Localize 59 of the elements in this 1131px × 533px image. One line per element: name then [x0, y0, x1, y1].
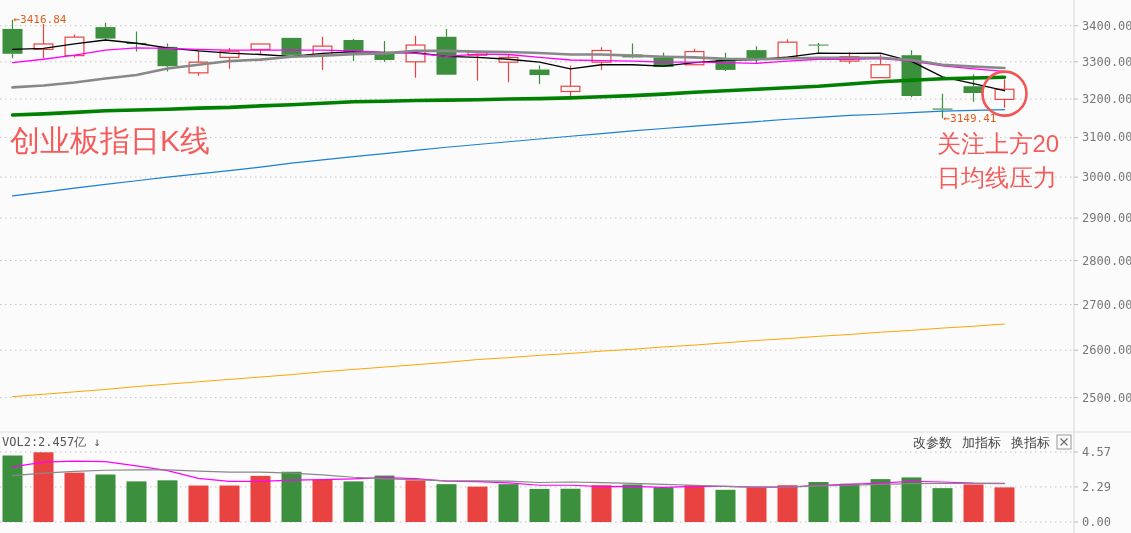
bar: [808, 482, 829, 522]
y-tick-label: 3100.00: [1082, 130, 1131, 145]
y-tick-label: 3300.00: [1082, 54, 1131, 69]
y-tick-label: 4.57: [1082, 445, 1111, 459]
y-tick-label: 2800.00: [1082, 253, 1131, 268]
bar: [126, 481, 147, 522]
bar: [653, 487, 674, 522]
bar: [33, 452, 54, 522]
bar: [188, 485, 209, 522]
bar: [994, 487, 1015, 522]
candlestick: [994, 78, 1015, 109]
bar: [281, 471, 302, 522]
text: 换指标: [1011, 434, 1050, 450]
y-tick-label: 2.29: [1082, 479, 1111, 494]
bar: [622, 484, 643, 522]
bar: [591, 485, 612, 522]
bar: [684, 485, 705, 522]
bar: [560, 488, 581, 522]
candlestick: [560, 64, 581, 98]
line-series: [12, 323, 1005, 398]
bar: [343, 481, 364, 522]
bar: [436, 484, 457, 522]
bar: [219, 485, 240, 522]
y-tick-label: 2700.00: [1082, 297, 1131, 312]
y-tick-label: 3200.00: [1082, 92, 1131, 107]
bar: [932, 488, 953, 522]
bar: [374, 475, 395, 522]
y-tick-label: 2500.00: [1082, 390, 1131, 405]
bar: [901, 477, 922, 522]
bar: [95, 474, 116, 522]
line-series: [11, 109, 1006, 197]
y-tick-label: 3400.00: [1082, 18, 1131, 33]
bar: [250, 475, 271, 522]
chart-title: VOL2:2.457亿 ↓: [2, 435, 101, 449]
bar: [157, 480, 178, 522]
bar: [64, 472, 85, 522]
bar: [963, 484, 984, 522]
line-series: [11, 469, 1006, 488]
annotation: ←3149.41: [943, 111, 997, 125]
bar: [777, 485, 798, 522]
bar: [746, 487, 767, 522]
annotation: 关注上方20日均线压力: [936, 130, 1060, 191]
text: 创业板指日K线: [10, 123, 211, 157]
annotation: ←3416.84: [13, 13, 67, 27]
bar: [839, 483, 860, 522]
bar: [715, 489, 736, 522]
text: 改参数: [913, 434, 952, 450]
bar: [2, 455, 23, 522]
y-tick-label: 2600.00: [1082, 343, 1131, 358]
y-tick-label: 2900.00: [1082, 211, 1131, 226]
bar: [312, 479, 333, 522]
bar: [498, 484, 519, 522]
bar: [405, 480, 426, 522]
text: 加指标: [962, 434, 1001, 450]
bar: [870, 479, 891, 522]
y-tick-label: 3000.00: [1082, 170, 1131, 185]
y-tick-label: 0.00: [1082, 515, 1111, 529]
bar: [529, 488, 550, 522]
bar: [467, 486, 488, 522]
